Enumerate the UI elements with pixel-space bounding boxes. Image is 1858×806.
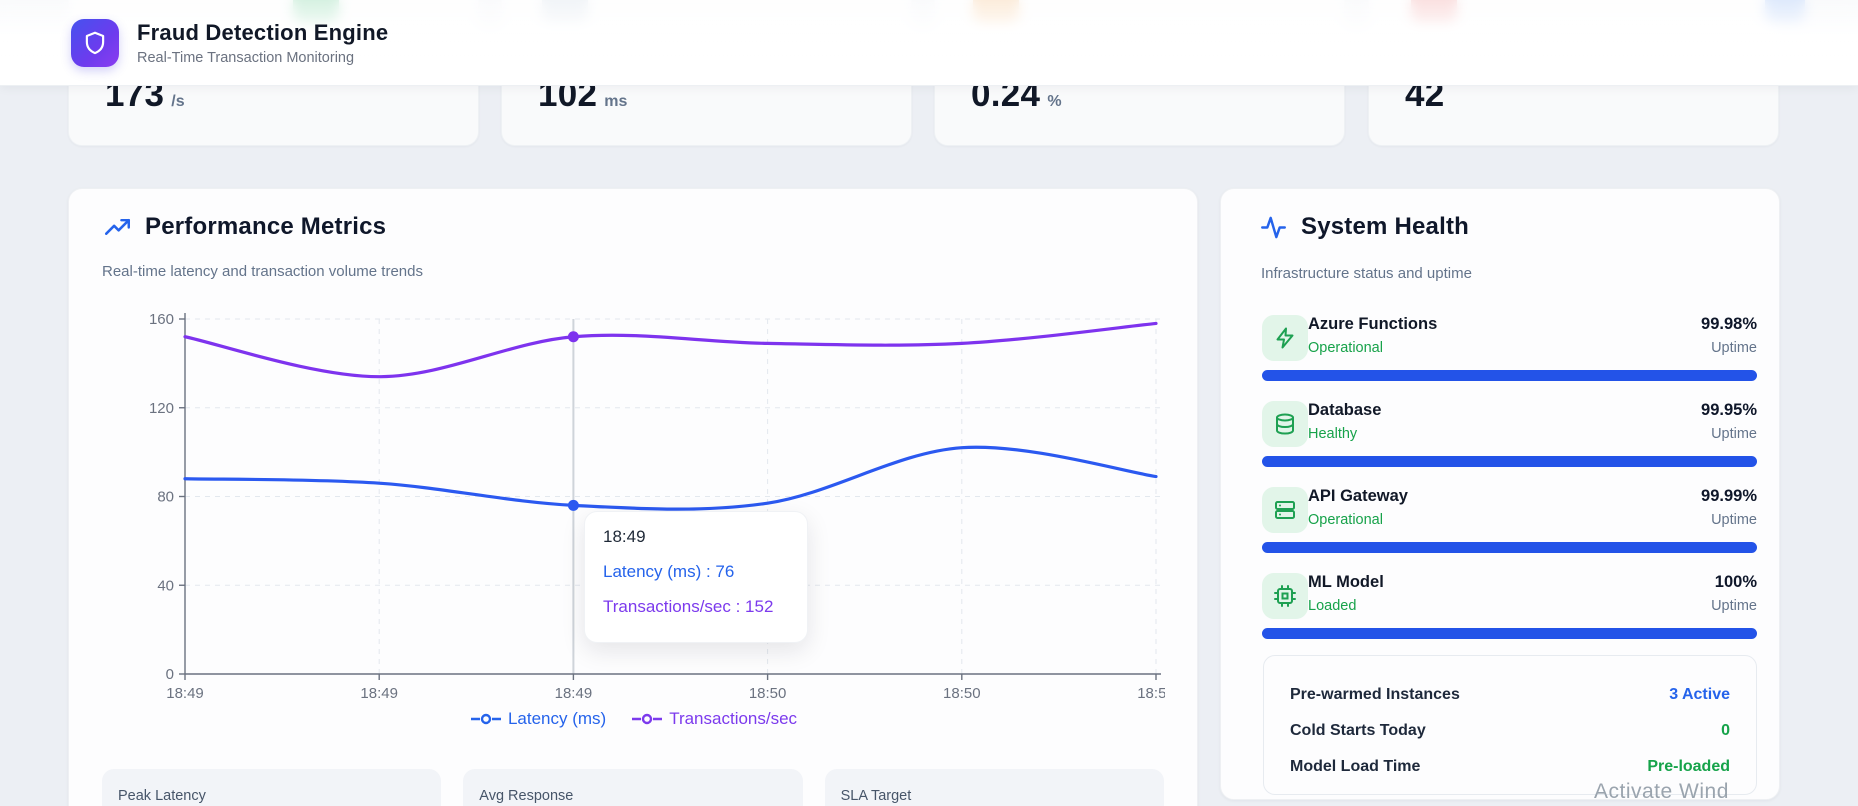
chart-legend: Latency (ms) Transactions/sec [69, 709, 1199, 729]
zap-icon [1262, 315, 1308, 361]
svg-text:0: 0 [166, 666, 174, 683]
legend-line-marker-icon [632, 713, 663, 725]
stat-row-prewarmed: Pre-warmed Instances 3 Active [1290, 677, 1730, 713]
service-name: Database [1308, 401, 1382, 419]
uptime-progress-bar [1262, 370, 1757, 381]
service-uptime-label: Uptime [1711, 426, 1757, 442]
service-name: ML Model [1308, 573, 1384, 591]
svg-text:160: 160 [149, 311, 174, 328]
performance-subtitle: Real-time latency and transaction volume… [102, 263, 423, 280]
system-health-title: System Health [1301, 213, 1469, 240]
system-health-subtitle: Infrastructure status and uptime [1261, 265, 1472, 282]
svg-text:120: 120 [149, 400, 174, 417]
system-health-card: System Health Infrastructure status and … [1220, 188, 1780, 800]
performance-title: Performance Metrics [145, 213, 387, 240]
legend-line-marker-icon [470, 713, 501, 725]
chart-footer-cards: Peak Latency Avg Response SLA Target [102, 769, 1166, 806]
windows-watermark: Activate Wind [1594, 780, 1729, 803]
app-logo [71, 18, 119, 67]
svg-text:80: 80 [157, 489, 174, 506]
footer-card-label: SLA Target [840, 788, 912, 804]
server-icon [1262, 487, 1308, 533]
service-uptime-label: Uptime [1711, 340, 1757, 356]
tooltip-transactions: Transactions/sec : 152 [603, 597, 774, 616]
stat-row-label: Model Load Time [1290, 758, 1421, 775]
app-header: Fraud Detection Engine Real-Time Transac… [0, 0, 1858, 86]
shield-icon [85, 31, 105, 54]
uptime-progress-bar [1262, 542, 1757, 553]
activity-pulse-icon [1261, 216, 1286, 238]
footer-card-sla-target: SLA Target [824, 769, 1164, 806]
warm-stats-card: Pre-warmed Instances 3 Active Cold Start… [1263, 655, 1757, 795]
footer-card-avg-response: Avg Response [463, 769, 803, 806]
app-title: Fraud Detection Engine [137, 19, 389, 45]
svg-text:18:49: 18:49 [360, 685, 398, 702]
performance-metrics-card: Performance Metrics Real-time latency an… [68, 188, 1198, 806]
svg-text:18:50: 18:50 [749, 685, 787, 702]
svg-text:18:50: 18:50 [943, 685, 981, 702]
tooltip-time: 18:49 [603, 527, 646, 546]
uptime-progress-bar [1262, 456, 1757, 467]
footer-card-peak-latency: Peak Latency [102, 769, 442, 806]
service-uptime-label: Uptime [1711, 598, 1757, 614]
stat-unit: /s [171, 93, 185, 110]
service-uptime-value: 99.95% [1701, 401, 1757, 419]
stat-row-value: 0 [1721, 722, 1730, 739]
service-uptime-value: 100% [1714, 573, 1757, 591]
app-subtitle: Real-Time Transaction Monitoring [137, 49, 355, 66]
stat-unit: ms [604, 93, 628, 110]
service-status: Healthy [1308, 426, 1358, 442]
line-chart[interactable]: 0 40 80 120 160 18:49 18:49 18:49 18:50 18:50 18:5… [125, 307, 1165, 709]
legend-label: Latency (ms) [507, 709, 607, 728]
cpu-chip-icon [1262, 573, 1308, 619]
tooltip-latency: Latency (ms) : 76 [603, 562, 735, 581]
stat-row-label: Cold Starts Today [1290, 722, 1426, 739]
stat-row-value: 3 Active [1669, 686, 1730, 703]
stat-row-label: Pre-warmed Instances [1290, 686, 1460, 703]
footer-card-label: Avg Response [479, 788, 574, 804]
service-status: Operational [1308, 340, 1383, 356]
svg-text:40: 40 [157, 577, 174, 594]
legend-item-latency[interactable]: Latency (ms) [470, 709, 607, 729]
stat-row-cold-starts: Cold Starts Today 0 [1290, 713, 1730, 749]
service-uptime-value: 99.99% [1701, 487, 1757, 505]
legend-item-transactions[interactable]: Transactions/sec [632, 709, 797, 729]
database-icon [1262, 401, 1308, 447]
chart-tooltip: 18:49 Latency (ms) : 76 Transactions/sec… [584, 511, 808, 643]
stat-row-value: Pre-loaded [1647, 758, 1730, 775]
service-name: API Gateway [1308, 487, 1408, 505]
uptime-progress-bar [1262, 628, 1757, 639]
trending-up-icon [105, 218, 130, 235]
service-status: Operational [1308, 512, 1383, 528]
svg-text:18:50: 18:50 [1137, 685, 1165, 702]
service-status: Loaded [1308, 598, 1357, 614]
service-uptime-value: 99.98% [1701, 315, 1757, 333]
stat-row-model-load: Model Load Time Pre-loaded [1290, 749, 1730, 785]
legend-label: Transactions/sec [669, 709, 798, 728]
svg-text:18:49: 18:49 [166, 685, 204, 702]
stat-unit: % [1047, 93, 1062, 110]
service-uptime-label: Uptime [1711, 512, 1757, 528]
svg-text:18:49: 18:49 [555, 685, 593, 702]
footer-card-label: Peak Latency [118, 788, 206, 804]
service-name: Azure Functions [1308, 315, 1438, 333]
